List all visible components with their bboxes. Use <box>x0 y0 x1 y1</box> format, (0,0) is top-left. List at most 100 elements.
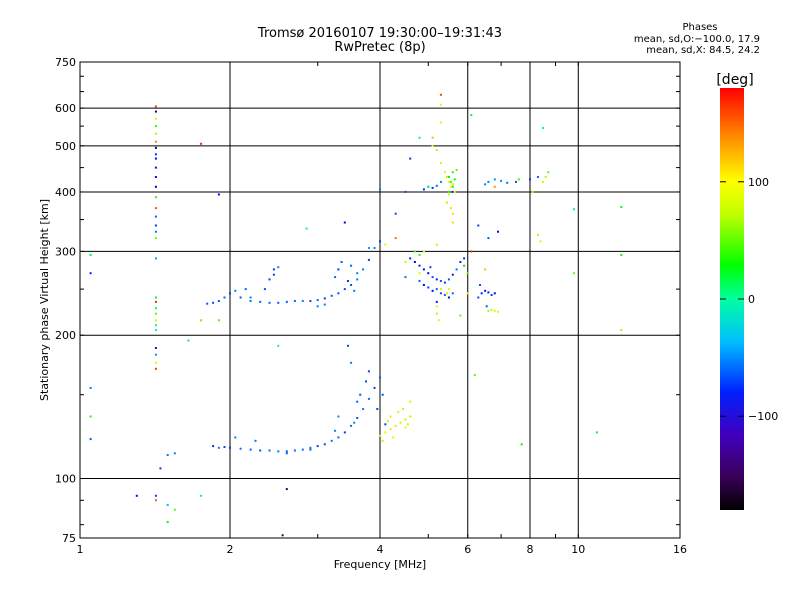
data-point <box>239 296 242 299</box>
data-point <box>447 190 450 193</box>
data-point <box>337 268 340 271</box>
data-point <box>427 272 430 275</box>
data-point <box>418 136 421 139</box>
data-point <box>447 278 450 281</box>
data-point <box>154 324 157 327</box>
data-point <box>347 344 349 347</box>
data-point <box>173 508 176 511</box>
x-tick-label: 16 <box>673 543 687 556</box>
data-point <box>453 190 456 193</box>
data-point <box>154 166 157 169</box>
data-point <box>212 445 215 448</box>
data-point <box>445 292 448 295</box>
y-tick-label: 200 <box>55 329 76 342</box>
data-point <box>409 157 412 160</box>
phase-stats-x: mean, sd,X: 84.5, 24.2 <box>646 45 760 56</box>
data-point <box>154 257 157 260</box>
data-point <box>470 250 473 253</box>
data-point <box>394 237 397 240</box>
data-point <box>340 261 343 263</box>
data-point <box>544 176 547 178</box>
data-point <box>542 180 545 183</box>
data-point <box>487 309 490 312</box>
data-point <box>249 300 252 302</box>
y-tick-label: 500 <box>55 140 76 153</box>
data-point <box>206 302 209 305</box>
data-point <box>154 185 157 188</box>
data-point <box>497 230 499 233</box>
data-point <box>447 288 450 291</box>
data-point <box>89 415 92 418</box>
data-point <box>281 534 284 537</box>
data-point <box>439 280 442 282</box>
data-point <box>439 162 442 165</box>
data-point <box>249 448 252 451</box>
colorbar-tick-label: 0 <box>748 293 755 306</box>
y-tick-label: 300 <box>55 245 76 258</box>
data-point <box>367 247 370 249</box>
data-point <box>485 305 488 308</box>
data-point <box>173 452 176 455</box>
colorbar-tick-label: 100 <box>748 176 769 189</box>
data-point <box>268 449 271 452</box>
data-point <box>259 300 262 303</box>
data-point <box>285 452 288 455</box>
data-point <box>154 296 157 299</box>
data-point <box>166 454 169 457</box>
data-point <box>547 171 550 174</box>
data-point <box>301 448 304 451</box>
x-tick-label: 10 <box>571 543 585 556</box>
data-point <box>376 408 379 410</box>
data-point <box>154 319 157 322</box>
data-point <box>343 221 346 224</box>
data-point <box>422 284 425 286</box>
data-point <box>406 423 409 426</box>
data-point <box>439 292 442 295</box>
data-point <box>500 179 503 182</box>
data-point <box>293 300 296 302</box>
data-point <box>89 272 92 275</box>
data-point <box>277 301 280 304</box>
data-point <box>154 132 157 135</box>
data-point <box>435 243 438 246</box>
data-point <box>305 227 308 230</box>
data-point <box>154 224 157 227</box>
data-point <box>529 178 531 181</box>
data-point <box>439 180 442 183</box>
data-point <box>350 424 353 427</box>
data-point <box>431 276 434 279</box>
data-point <box>531 190 534 193</box>
data-point <box>362 408 365 410</box>
data-point <box>477 224 480 227</box>
data-point <box>620 206 623 208</box>
data-point <box>459 314 462 317</box>
data-point <box>435 312 438 315</box>
data-point <box>268 278 271 281</box>
data-point <box>466 272 469 275</box>
data-point <box>384 423 387 426</box>
data-point <box>459 261 462 263</box>
data-point <box>135 494 138 497</box>
data-point <box>451 171 454 174</box>
data-point <box>484 268 487 271</box>
data-point <box>394 212 397 215</box>
x-tick-label: 4 <box>377 543 384 556</box>
data-point <box>449 180 452 183</box>
data-point <box>272 268 275 271</box>
data-point <box>447 193 450 196</box>
data-point <box>353 421 356 424</box>
data-point <box>418 280 421 282</box>
data-point <box>272 273 275 276</box>
data-point <box>277 450 280 453</box>
data-point <box>497 310 499 313</box>
data-point <box>154 312 157 315</box>
data-point <box>379 188 381 191</box>
data-point <box>443 171 446 174</box>
data-point <box>254 439 257 442</box>
data-point <box>337 292 340 295</box>
data-point <box>404 190 407 193</box>
data-point <box>418 272 421 275</box>
axis-tick-labels: 1 2 4 6 8 10 16 75 100 200 300 400 500 600 750 <box>55 56 687 556</box>
data-point <box>439 103 442 106</box>
y-tick-label: 600 <box>55 102 76 115</box>
